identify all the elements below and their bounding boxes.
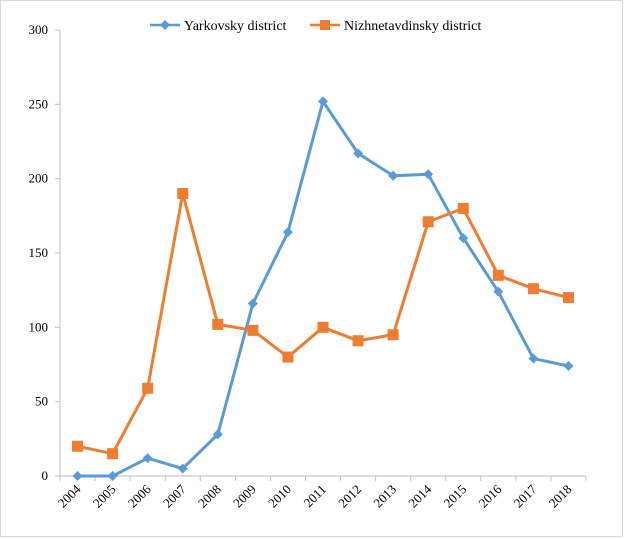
- x-tick-label: 2007: [160, 481, 189, 510]
- x-tick-label: 2010: [265, 482, 294, 511]
- legend-label-nizhnetavdinsky: Nizhnetavdinsky district: [344, 19, 481, 34]
- y-tick-label: 250: [29, 96, 49, 111]
- legend-label-yarkovsky: Yarkovsky district: [184, 19, 287, 34]
- data-point-yarkovsky: [282, 227, 293, 238]
- x-tick-label: 2014: [405, 481, 434, 510]
- data-point-nizhnetavdinsky: [457, 202, 469, 214]
- data-point-yarkovsky: [247, 298, 258, 309]
- legend-entry-nizhnetavdinsky: Nizhnetavdinsky district: [310, 19, 481, 34]
- x-tick-label: 2009: [230, 482, 259, 511]
- data-point-yarkovsky: [212, 429, 223, 440]
- x-tick-label: 2012: [335, 482, 364, 511]
- y-tick-label: 300: [29, 22, 49, 37]
- y-tick-label: 0: [42, 468, 49, 483]
- data-point-nizhnetavdinsky: [72, 440, 84, 452]
- legend-entry-yarkovsky: Yarkovsky district: [150, 19, 287, 34]
- data-point-yarkovsky: [177, 463, 188, 474]
- x-tick-label: 2017: [511, 481, 540, 510]
- legend-marker-yarkovsky: [160, 20, 170, 30]
- data-point-nizhnetavdinsky: [247, 324, 259, 336]
- plot-area: [72, 96, 574, 481]
- data-point-yarkovsky: [528, 353, 539, 364]
- y-tick-label: 100: [29, 319, 49, 334]
- x-tick-label: 2004: [55, 481, 84, 510]
- data-point-nizhnetavdinsky: [422, 216, 434, 228]
- y-tick-label: 150: [29, 245, 49, 260]
- data-point-nizhnetavdinsky: [562, 292, 574, 304]
- data-point-nizhnetavdinsky: [177, 188, 189, 200]
- data-point-yarkovsky: [563, 360, 574, 371]
- series-line-yarkovsky: [77, 99, 569, 478]
- x-tick-label: 2018: [546, 482, 575, 511]
- data-point-nizhnetavdinsky: [107, 448, 119, 460]
- y-tick-label: 200: [29, 171, 49, 186]
- data-point-yarkovsky: [353, 148, 364, 159]
- data-point-yarkovsky: [107, 471, 118, 481]
- data-point-yarkovsky: [458, 233, 469, 244]
- data-point-nizhnetavdinsky: [527, 283, 539, 295]
- data-point-nizhnetavdinsky: [352, 335, 364, 347]
- x-tick-label: 2006: [125, 481, 154, 510]
- x-tick-label: 2015: [440, 482, 469, 511]
- y-tick-label: 50: [35, 394, 48, 409]
- data-point-yarkovsky: [423, 169, 434, 180]
- x-tick-label: 2011: [300, 482, 329, 511]
- data-point-yarkovsky: [388, 170, 399, 181]
- data-point-nizhnetavdinsky: [492, 269, 504, 281]
- x-tick-label: 2013: [370, 482, 399, 511]
- data-point-yarkovsky: [142, 453, 153, 464]
- x-tick-label: 2008: [195, 482, 224, 511]
- data-point-nizhnetavdinsky: [282, 351, 294, 363]
- legend-marker-nizhnetavdinsky: [320, 20, 330, 30]
- data-point-nizhnetavdinsky: [317, 321, 329, 333]
- data-point-yarkovsky: [72, 471, 83, 481]
- data-point-nizhnetavdinsky: [212, 318, 224, 330]
- data-point-nizhnetavdinsky: [387, 329, 399, 341]
- legend: Yarkovsky district Nizhnetavdinsky distr…: [150, 19, 481, 34]
- data-point-yarkovsky: [318, 96, 328, 107]
- x-tick-label: 2016: [475, 481, 504, 510]
- x-tick-label: 2005: [90, 482, 119, 511]
- data-point-yarkovsky: [493, 286, 504, 297]
- data-point-nizhnetavdinsky: [142, 382, 154, 394]
